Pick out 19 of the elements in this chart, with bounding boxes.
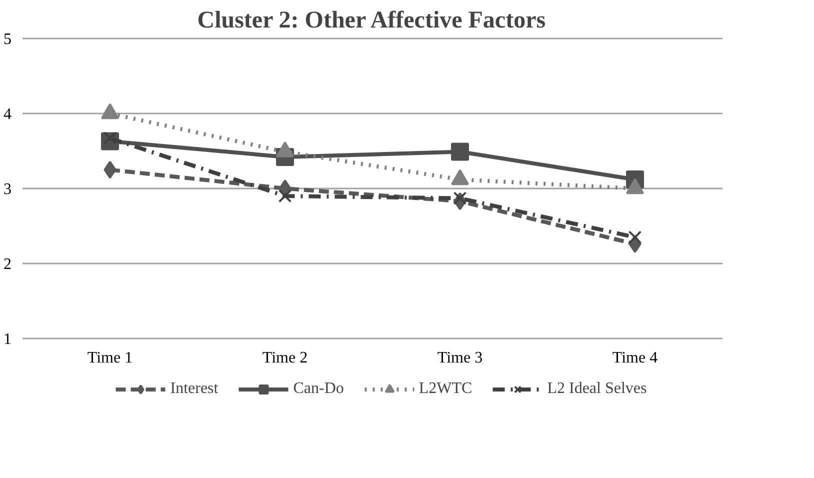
chart-title: Cluster 2: Other Affective Factors xyxy=(197,8,546,34)
y-tick-label: 2 xyxy=(4,256,12,273)
y-tick-label: 5 xyxy=(4,31,12,48)
legend-label: Interest xyxy=(170,380,218,398)
x-tick-label: Time 2 xyxy=(262,350,308,366)
point xyxy=(628,230,642,244)
legend-label: L2WTC xyxy=(418,380,472,398)
y-tick-label: 4 xyxy=(4,106,12,123)
x-tick-label: Time 3 xyxy=(437,350,483,366)
x-tick-label: Time 4 xyxy=(612,350,658,366)
point xyxy=(278,189,292,203)
y-tick-label: 1 xyxy=(4,331,12,348)
x-tick-label: Time 1 xyxy=(87,350,133,366)
point xyxy=(451,142,469,161)
point xyxy=(104,160,116,179)
y-tick-label: 3 xyxy=(4,181,12,198)
legend-label: L2 Ideal Selves xyxy=(547,380,647,398)
point xyxy=(453,192,467,205)
legend-label: Can-Do xyxy=(293,380,344,398)
